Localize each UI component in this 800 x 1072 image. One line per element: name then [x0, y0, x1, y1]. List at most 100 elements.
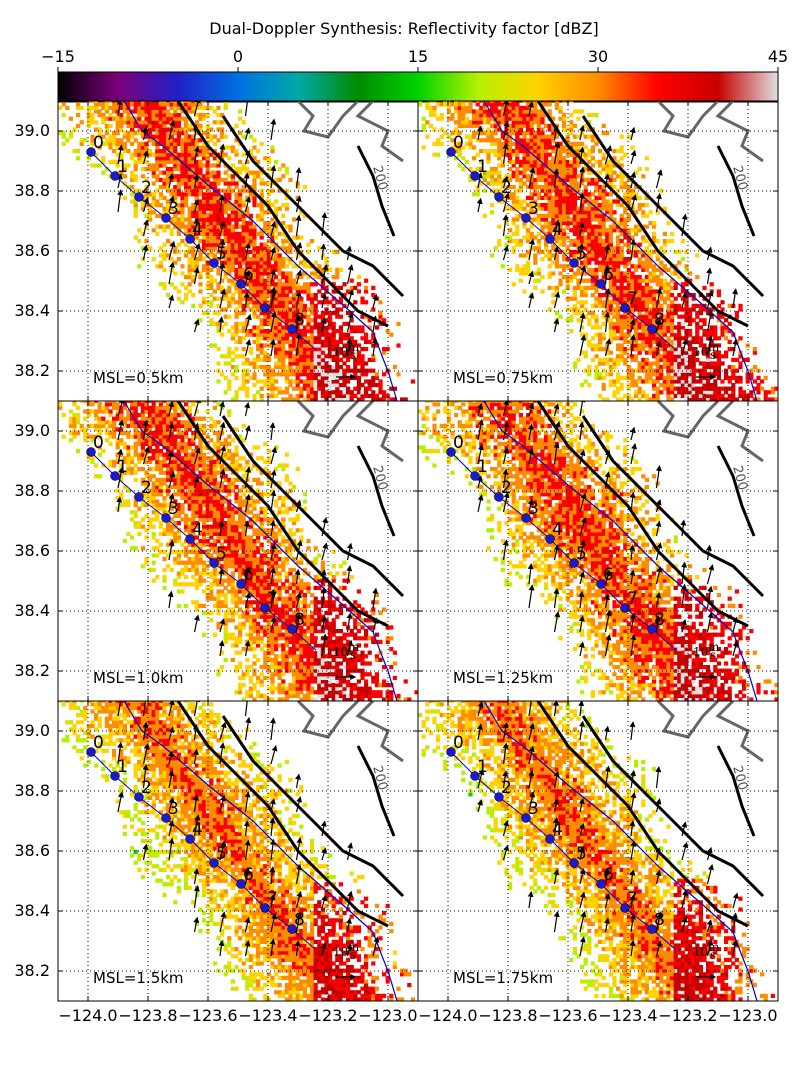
reflectivity-cell — [191, 246, 196, 251]
reflectivity-cell — [256, 390, 261, 395]
colorbar-tick-label: 45 — [768, 47, 788, 66]
reflectivity-cell — [328, 314, 333, 319]
reflectivity-cell — [493, 188, 498, 193]
reflectivity-cell — [198, 275, 203, 280]
reflectivity-cell — [493, 138, 498, 143]
reflectivity-cell — [238, 231, 243, 236]
reflectivity-cell — [605, 163, 610, 168]
reflectivity-cell — [608, 357, 613, 362]
reflectivity-cell — [313, 314, 318, 319]
reflectivity-cell — [162, 181, 167, 186]
reflectivity-cell — [490, 149, 495, 154]
reflectivity-cell — [292, 339, 297, 344]
reflectivity-cell — [540, 131, 545, 136]
reflectivity-cell — [148, 192, 153, 197]
reflectivity-cell — [176, 123, 181, 128]
reflectivity-cell — [112, 149, 117, 154]
reflectivity-cell — [540, 145, 545, 150]
reflectivity-cell — [511, 203, 516, 208]
reflectivity-cell — [259, 210, 264, 215]
reflectivity-cell — [533, 246, 538, 251]
reflectivity-cell — [547, 185, 552, 190]
reflectivity-cell — [601, 275, 606, 280]
reflectivity-cell — [205, 105, 210, 110]
reflectivity-cell — [677, 339, 682, 344]
reflectivity-cell — [302, 361, 307, 366]
reflectivity-cell — [137, 159, 142, 164]
reflectivity-cell — [317, 383, 322, 388]
reflectivity-cell — [288, 339, 293, 344]
reflectivity-cell — [104, 116, 109, 121]
reflectivity-cell — [263, 383, 268, 388]
reflectivity-cell — [97, 102, 102, 107]
reflectivity-cell — [108, 145, 113, 150]
reflectivity-cell — [310, 393, 315, 398]
reflectivity-cell — [583, 242, 588, 247]
reflectivity-cell — [374, 383, 379, 388]
reflectivity-cell — [302, 271, 307, 276]
reflectivity-cell — [245, 257, 250, 262]
reflectivity-cell — [540, 257, 545, 262]
reflectivity-cell — [572, 109, 577, 114]
wind-arrow — [117, 144, 124, 165]
reflectivity-cell — [529, 192, 534, 197]
reflectivity-cell — [601, 347, 606, 352]
reflectivity-cell — [608, 318, 613, 323]
reflectivity-cell — [241, 361, 246, 366]
reflectivity-cell — [248, 275, 253, 280]
reflectivity-cell — [482, 188, 487, 193]
reflectivity-cell — [533, 170, 538, 175]
reflectivity-cell — [490, 174, 495, 179]
reflectivity-cell — [274, 264, 279, 269]
reflectivity-cell — [562, 123, 567, 128]
reflectivity-cell — [263, 318, 268, 323]
reflectivity-cell — [583, 199, 588, 204]
reflectivity-cell — [324, 372, 329, 377]
reflectivity-cell — [234, 210, 239, 215]
reflectivity-cell — [587, 149, 592, 154]
reflectivity-cell — [270, 257, 275, 262]
reflectivity-cell — [346, 368, 351, 373]
reflectivity-cell — [209, 285, 214, 290]
reflectivity-cell — [227, 203, 232, 208]
reflectivity-cell — [223, 231, 228, 236]
reflectivity-cell — [148, 167, 153, 172]
reflectivity-cell — [338, 375, 343, 380]
reflectivity-cell — [252, 177, 257, 182]
reflectivity-cell — [241, 221, 246, 226]
reflectivity-cell — [266, 329, 271, 334]
reflectivity-cell — [529, 156, 534, 161]
reflectivity-cell — [299, 260, 304, 265]
reflectivity-cell — [623, 192, 628, 197]
reflectivity-cell — [508, 192, 513, 197]
reflectivity-cell — [511, 123, 516, 128]
reflectivity-cell — [306, 282, 311, 287]
reflectivity-cell — [313, 321, 318, 326]
reflectivity-cell — [259, 192, 264, 197]
reflectivity-cell — [180, 131, 185, 136]
reflectivity-cell — [299, 300, 304, 305]
reflectivity-cell — [227, 235, 232, 240]
reflectivity-cell — [180, 239, 185, 244]
reflectivity-cell — [608, 249, 613, 254]
reflectivity-cell — [619, 282, 624, 287]
reflectivity-cell — [216, 361, 221, 366]
chart-title: Dual-Doppler Synthesis: Reflectivity fac… — [209, 19, 598, 38]
reflectivity-cell — [209, 127, 214, 132]
reflectivity-cell — [616, 343, 621, 348]
reflectivity-cell — [313, 383, 318, 388]
reflectivity-cell — [601, 221, 606, 226]
reflectivity-cell — [328, 357, 333, 362]
reflectivity-cell — [335, 357, 340, 362]
reflectivity-cell — [212, 134, 217, 139]
reflectivity-cell — [270, 278, 275, 283]
reflectivity-cell — [598, 163, 603, 168]
reflectivity-cell — [572, 174, 577, 179]
reflectivity-cell — [504, 116, 509, 121]
reflectivity-cell — [284, 289, 289, 294]
reflectivity-cell — [234, 167, 239, 172]
reflectivity-cell — [234, 192, 239, 197]
reflectivity-cell — [662, 231, 667, 236]
reflectivity-cell — [583, 156, 588, 161]
reflectivity-cell — [547, 152, 552, 157]
